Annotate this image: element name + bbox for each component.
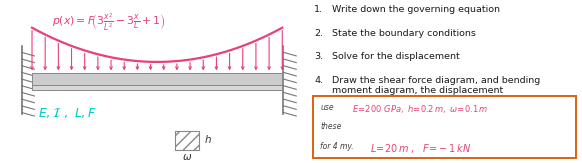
Text: $E\!=\!200\ GPa,\ h\!=\!0.2\,m,\ \omega\!=\!0.1\,m$: $E\!=\!200\ GPa,\ h\!=\!0.2\,m,\ \omega\… — [352, 103, 488, 115]
Text: 4.: 4. — [314, 76, 323, 85]
Text: use: use — [320, 103, 333, 112]
Text: for 4 my.: for 4 my. — [320, 142, 354, 151]
Bar — [32, 73, 282, 85]
Text: $p(x) = F\!\left(3\frac{x^2}{L^2} - 3\frac{x}{L}+1\right)$: $p(x) = F\!\left(3\frac{x^2}{L^2} - 3\fr… — [52, 11, 166, 33]
Text: 3.: 3. — [314, 52, 324, 61]
Text: $\omega$: $\omega$ — [182, 152, 192, 162]
Text: 2.: 2. — [314, 29, 323, 37]
Text: $E, \mathcal{I}\ ,\ L, F$: $E, \mathcal{I}\ ,\ L, F$ — [38, 106, 97, 120]
Bar — [32, 85, 282, 90]
Text: State the boundary conditions: State the boundary conditions — [332, 29, 475, 37]
Text: 1.: 1. — [314, 5, 323, 14]
Text: Draw the shear force diagram, and bending
moment diagram, the displacement: Draw the shear force diagram, and bendin… — [332, 76, 540, 95]
Bar — [175, 131, 199, 150]
Text: h: h — [205, 135, 211, 145]
Text: these: these — [320, 122, 342, 131]
Text: Write down the governing equation: Write down the governing equation — [332, 5, 500, 14]
Text: Solve for the displacement: Solve for the displacement — [332, 52, 460, 61]
Text: $L\!=\!20\,m\ ,\ \ F\!=\!-1\,kN$: $L\!=\!20\,m\ ,\ \ F\!=\!-1\,kN$ — [370, 142, 471, 155]
Bar — [313, 96, 576, 158]
